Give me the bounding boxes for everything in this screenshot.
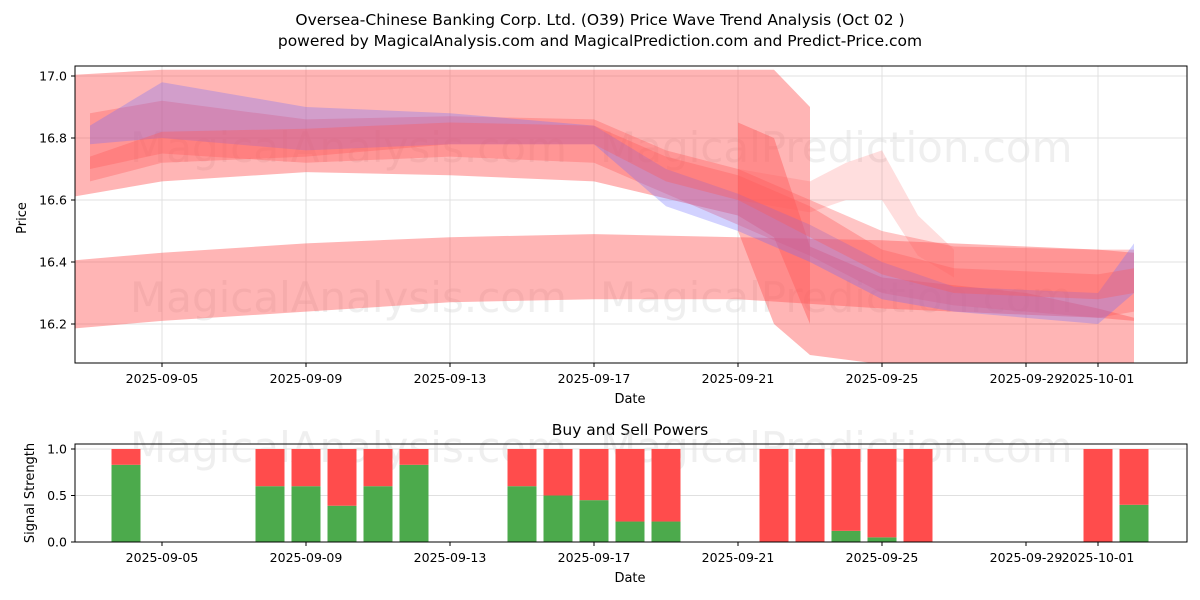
top-y-tick-label: 16.6 — [39, 193, 67, 208]
bottom-chart-title: Buy and Sell Powers — [552, 421, 709, 439]
buy-bar — [543, 495, 573, 542]
top-grid — [75, 66, 1187, 363]
top-x-tick-label: 2025-09-29 — [990, 371, 1063, 386]
bottom-axes-frame — [74, 443, 1188, 543]
top-axes-frame — [74, 65, 1188, 364]
band-wide-band-drop — [738, 122, 1134, 363]
band-main-band-1 — [90, 100, 1134, 318]
band-wide-band-upper — [75, 69, 810, 324]
sell-bar — [615, 449, 645, 522]
sell-bar — [867, 449, 897, 538]
top-y-tick-label: 16.4 — [39, 255, 67, 270]
buy-bar — [579, 500, 609, 542]
watermark-prediction-2: MagicalPrediction.com — [600, 273, 1073, 322]
top-ticks: 2025-09-05 2025-09-09 2025-09-13 2025-09-17… — [39, 69, 1134, 387]
bottom-x-tick-label: 2025-09-13 — [414, 550, 487, 565]
band-low-band — [75, 234, 1134, 329]
bottom-x-tick-label: 2025-09-25 — [846, 550, 919, 565]
buy-bar — [615, 521, 645, 542]
bottom-ticks: 0.0 0.5 1.0 2025-09-05 2025-09-09 2025-09-13 2… — [47, 442, 1134, 566]
buy-bar — [831, 530, 861, 542]
sell-bar — [1083, 449, 1113, 542]
sell-bar — [903, 449, 933, 542]
bottom-x-tick-label: 2025-09-05 — [126, 550, 199, 565]
buy-bar — [867, 537, 897, 542]
bottom-y-tick-label: 0.5 — [47, 488, 67, 503]
sell-bar — [363, 449, 393, 487]
sell-bar — [111, 449, 141, 465]
top-x-tick-label: 2025-09-09 — [270, 371, 343, 386]
buy-bar — [255, 486, 285, 542]
buy-bar — [651, 521, 681, 542]
watermark-analysis-2: MagicalAnalysis.com — [130, 273, 567, 322]
bottom-watermarks: MagicalAnalysis.com MagicalPrediction.co… — [130, 423, 1073, 472]
sell-bar — [507, 449, 537, 487]
sell-bar — [543, 449, 573, 496]
buy-bar — [507, 486, 537, 542]
sell-bar — [795, 449, 825, 542]
bottom-x-tick-label: 2025-09-17 — [558, 550, 631, 565]
band-spike-band — [738, 150, 954, 278]
buy-bar — [363, 486, 393, 542]
bottom-x-tick-label: 2025-09-09 — [270, 550, 343, 565]
buy-bar — [1119, 504, 1149, 542]
buy-bar — [327, 505, 357, 542]
sell-bar — [1119, 449, 1149, 505]
bottom-x-axis-label: Date — [614, 571, 645, 586]
top-x-tick-label: 2025-09-13 — [414, 371, 487, 386]
band-main-band-3 — [90, 122, 1134, 300]
sell-bar — [327, 449, 357, 506]
sell-bar — [651, 449, 681, 522]
sell-bar — [759, 449, 789, 542]
top-x-tick-label: 2025-09-21 — [702, 371, 775, 386]
watermark-prediction: MagicalPrediction.com — [600, 123, 1073, 172]
price-bands — [75, 69, 1134, 363]
top-y-axis-label: Price — [15, 202, 30, 234]
top-y-tick-label: 16.8 — [39, 131, 67, 146]
band-main-band-2 — [90, 82, 1134, 324]
top-y-tick-label: 16.2 — [39, 317, 67, 332]
top-x-tick-label: 2025-09-25 — [846, 371, 919, 386]
sell-bar — [579, 449, 609, 501]
buy-bar — [111, 464, 141, 542]
sell-bar — [399, 449, 429, 465]
top-x-tick-label: 2025-09-05 — [126, 371, 199, 386]
bottom-x-tick-label: 2025-10-01 — [1062, 550, 1135, 565]
top-y-tick-label: 17.0 — [39, 69, 67, 84]
bottom-y-tick-label: 0.0 — [47, 535, 67, 550]
bottom-y-axis-label: Signal Strength — [23, 443, 38, 543]
top-x-tick-label: 2025-10-01 — [1062, 371, 1135, 386]
sell-bar — [291, 449, 321, 487]
watermark-analysis: MagicalAnalysis.com — [130, 123, 567, 172]
top-x-axis-label: Date — [614, 392, 645, 407]
signal-bars — [111, 449, 1149, 542]
bottom-y-tick-label: 1.0 — [47, 442, 67, 457]
chart-title: Oversea-Chinese Banking Corp. Ltd. (O39)… — [295, 11, 905, 29]
top-watermarks: MagicalAnalysis.com MagicalPrediction.co… — [130, 123, 1073, 322]
top-x-tick-label: 2025-09-17 — [558, 371, 631, 386]
buy-bar — [399, 464, 429, 542]
sell-bar — [255, 449, 285, 487]
chart-subtitle: powered by MagicalAnalysis.com and Magic… — [277, 32, 923, 50]
buy-bar — [291, 486, 321, 542]
sell-bar — [831, 449, 861, 531]
bottom-x-tick-label: 2025-09-21 — [702, 550, 775, 565]
bottom-x-tick-label: 2025-09-29 — [990, 550, 1063, 565]
